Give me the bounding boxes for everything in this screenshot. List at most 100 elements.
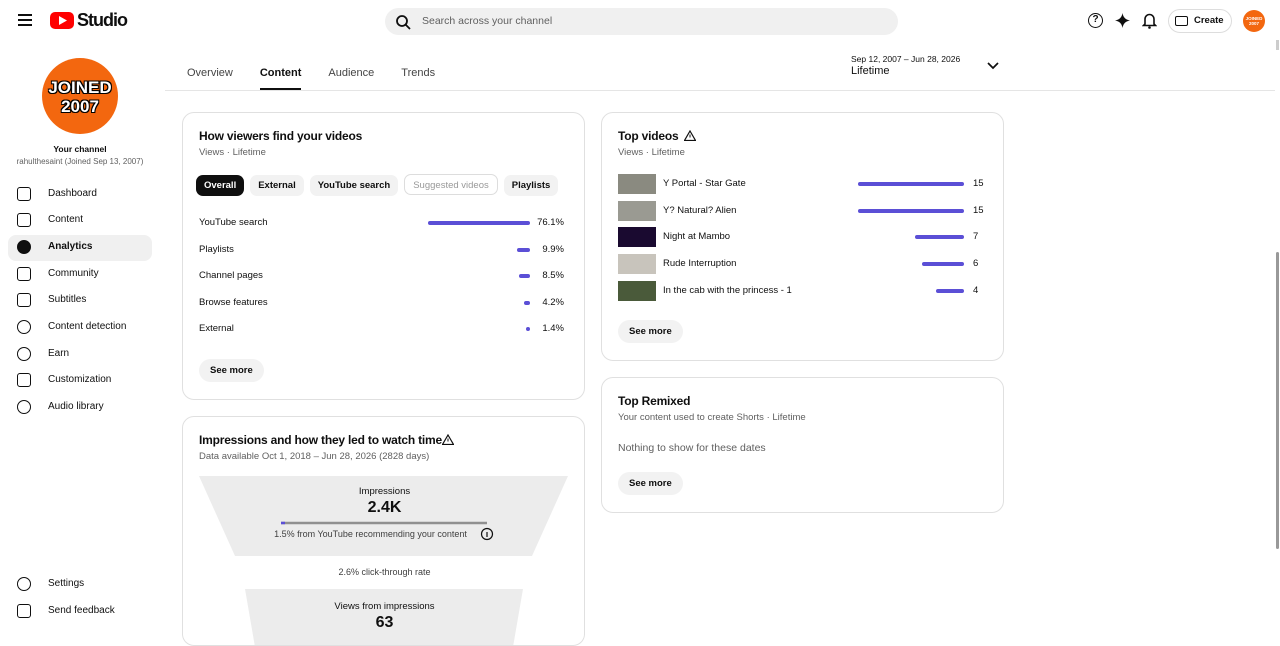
- ctr-text: 2.6% click-through rate: [338, 567, 431, 577]
- nav-icon: [17, 603, 31, 618]
- nav-icon: [17, 347, 31, 361]
- card-subtitle: Views · Lifetime: [199, 147, 266, 158]
- source-value: 8.5%: [542, 270, 564, 282]
- search-icon: [396, 15, 411, 30]
- create-label: Create: [1194, 15, 1224, 26]
- search-placeholder: Search across your channel: [422, 15, 553, 27]
- funnel-impressions: [199, 476, 568, 556]
- nav-item[interactable]: Earn: [48, 348, 70, 359]
- nav-item[interactable]: Audio library: [48, 401, 104, 412]
- source-value: 1.4%: [542, 323, 564, 335]
- nav-icon: [17, 267, 31, 281]
- source-bar: [516, 247, 530, 252]
- tabs: Overview Content Audience Trends: [187, 67, 435, 90]
- video-thumbnail[interactable]: [618, 280, 656, 301]
- source-name: Playlists: [199, 243, 234, 255]
- nav-item[interactable]: Community: [48, 268, 99, 279]
- nav-item[interactable]: Customization: [48, 374, 112, 385]
- page: Studio Search across your channel ? Crea…: [8, 8, 1279, 646]
- warning-icon: [442, 434, 454, 445]
- nav-item[interactable]: Dashboard: [48, 188, 97, 199]
- video-views: 6: [973, 258, 979, 270]
- impressions-label: Impressions: [358, 486, 411, 497]
- source-name: YouTube search: [199, 217, 268, 228]
- nav-item[interactable]: Subtitles: [48, 294, 87, 305]
- tab[interactable]: Overview: [187, 67, 233, 79]
- avatar-line: JOINED: [48, 78, 112, 97]
- filter-chip[interactable]: Overall: [196, 175, 245, 196]
- source-value: 4.2%: [542, 296, 564, 308]
- warning-icon: [684, 130, 696, 141]
- app: Studio Search across your channel ? Crea…: [8, 8, 1279, 646]
- see-more-button[interactable]: See more: [199, 359, 264, 382]
- channel-label: Your channel: [53, 144, 107, 154]
- video-bar: [935, 288, 964, 293]
- date-dropdown[interactable]: [987, 62, 999, 70]
- impressions-value: 2.4K: [367, 499, 402, 516]
- video-thumbnail[interactable]: [618, 174, 656, 194]
- video-thumbnail[interactable]: [618, 254, 656, 275]
- filter-chip[interactable]: YouTube search: [309, 175, 399, 196]
- date-range-label[interactable]: Lifetime: [851, 65, 890, 77]
- nav-item[interactable]: Send feedback: [48, 604, 115, 616]
- video-views: 15: [973, 178, 984, 189]
- info-icon[interactable]: [480, 527, 494, 541]
- nav-item[interactable]: Analytics: [48, 241, 93, 252]
- video-title[interactable]: In the cab with the princess - 1: [663, 284, 792, 296]
- video-title[interactable]: Rude Interruption: [663, 258, 737, 270]
- nav-icon: [17, 293, 31, 307]
- nav-item[interactable]: Content: [48, 214, 84, 225]
- logo-icon: [50, 12, 74, 29]
- tabs-divider: [165, 90, 1275, 91]
- video-views: 7: [973, 231, 979, 243]
- video-views: 15: [973, 204, 984, 216]
- scrollbar-arrow: [1276, 40, 1279, 50]
- source-bar: [526, 327, 530, 332]
- date-range[interactable]: Sep 12, 2007 – Jun 28, 2026: [851, 54, 961, 64]
- impressions-card: Impressions and how they led to watch ti…: [182, 416, 585, 646]
- nav-icon: [17, 213, 31, 227]
- scrollbar-thumb[interactable]: [1276, 252, 1279, 549]
- nav-item[interactable]: Content detection: [48, 321, 127, 332]
- nav-icon: [17, 400, 31, 414]
- logo-play: [59, 16, 67, 25]
- video-title[interactable]: Y Portal - Star Gate: [663, 178, 746, 189]
- tab[interactable]: Audience: [328, 67, 375, 79]
- tab[interactable]: Content: [259, 67, 302, 90]
- create-button[interactable]: Create: [1168, 9, 1232, 33]
- video-title[interactable]: Night at Mambo: [663, 231, 731, 243]
- filter-chip[interactable]: Suggested videos: [404, 174, 498, 195]
- nav-icon: [17, 373, 31, 387]
- card-subtitle: Views · Lifetime: [618, 147, 685, 158]
- menu-button[interactable]: [18, 14, 32, 26]
- tab[interactable]: Trends: [401, 67, 436, 79]
- card-title: Top videos: [618, 129, 679, 143]
- source-bar: [428, 221, 530, 225]
- see-more-button[interactable]: See more: [618, 320, 683, 343]
- video-title[interactable]: Y? Natural? Alien: [663, 204, 737, 216]
- video-bar: [921, 262, 964, 267]
- create-icon: [1175, 16, 1188, 26]
- channel-name: rahulthesaint (Joined Sep 13, 2007): [16, 157, 144, 166]
- top-remixed-card: Top Remixed Your content used to create …: [601, 377, 1004, 513]
- video-thumbnail[interactable]: [618, 227, 656, 248]
- video-views: 4: [973, 284, 979, 296]
- see-more-button[interactable]: See more: [618, 472, 683, 495]
- nav-item[interactable]: Settings: [48, 578, 85, 589]
- top-videos-card: Top videos Views · Lifetime See more Y P…: [601, 112, 1004, 361]
- filter-chip[interactable]: Playlists: [503, 175, 559, 196]
- source-bar: [524, 300, 530, 305]
- chips: Overall External YouTube search Suggested v…: [196, 174, 564, 196]
- account-avatar[interactable]: JOINED 2007: [1243, 10, 1265, 32]
- video-bar: [857, 182, 964, 186]
- ai-button[interactable]: [1115, 13, 1130, 28]
- video-thumbnail[interactable]: [618, 200, 656, 221]
- channel-avatar[interactable]: JOINED 2007: [42, 58, 118, 134]
- source-name: External: [199, 323, 234, 335]
- help-button[interactable]: ?: [1088, 13, 1103, 28]
- card-subtitle: Data available Oct 1, 2018 – Jun 28, 202…: [199, 451, 430, 462]
- search-box[interactable]: Search across your channel: [385, 8, 898, 35]
- video-bar: [857, 208, 964, 213]
- filter-chip[interactable]: External: [250, 175, 304, 196]
- notifications-button[interactable]: [1142, 12, 1157, 29]
